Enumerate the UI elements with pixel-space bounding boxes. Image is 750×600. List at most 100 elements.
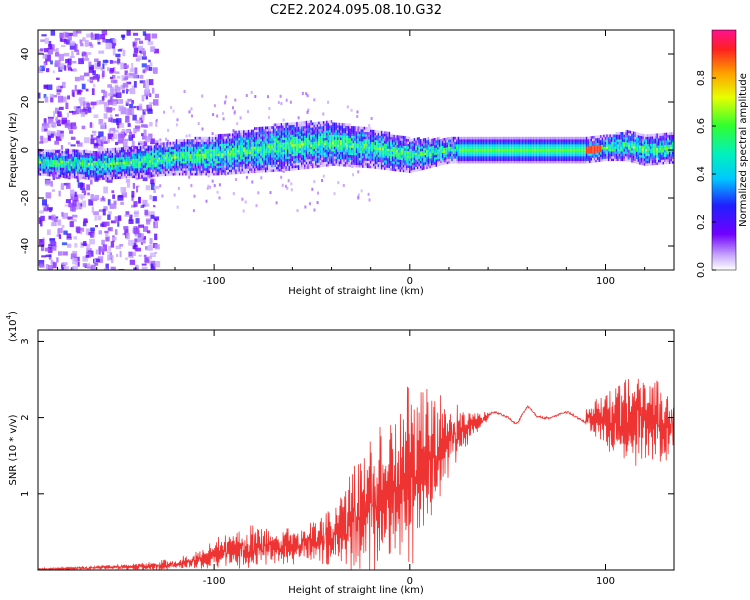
heatmap-cell [240, 142, 242, 146]
heatmap-cell [329, 120, 331, 123]
heatmap-cell [59, 157, 62, 161]
heatmap-cell [343, 130, 345, 133]
heatmap-cell [218, 172, 220, 176]
heatmap-cell [299, 123, 301, 127]
heatmap-cell [250, 136, 253, 140]
heatmap-cell [113, 159, 115, 163]
heatmap-cell [183, 160, 185, 164]
heatmap-cell [243, 144, 245, 148]
heatmap-cell [196, 170, 198, 174]
heatmap-cell [348, 161, 350, 165]
noise-cell [56, 77, 60, 80]
heatmap-cell [213, 160, 215, 164]
heatmap-cell [105, 153, 107, 156]
heatmap-cell [380, 152, 383, 156]
heatmap-cell [230, 147, 232, 151]
heatmap-cell [263, 157, 265, 161]
heatmap-cell [131, 161, 134, 164]
heatmap-cell [405, 145, 408, 149]
heatmap-cell [333, 127, 336, 130]
heatmap-cell [412, 157, 414, 161]
heatmap-cell [283, 137, 286, 140]
heatmap-cell [363, 160, 365, 164]
heatmap-cell [390, 141, 392, 145]
noise-cell [72, 257, 78, 265]
heatmap-cell [307, 130, 309, 133]
heatmap-cell [313, 131, 315, 135]
heatmap-cell [293, 153, 295, 157]
heatmap-cell [229, 162, 231, 165]
heatmap-cell [91, 155, 93, 159]
heatmap-cell [418, 141, 420, 145]
noise-cell [73, 194, 79, 202]
heatmap-cell [72, 175, 74, 179]
heatmap-cell [205, 158, 207, 162]
heatmap-cell [365, 134, 367, 137]
noise-cell [51, 149, 56, 153]
heatmap-cell [164, 163, 167, 167]
heatmap-cell [330, 163, 333, 166]
heatmap-cell [291, 144, 293, 147]
heatmap-cell [224, 172, 226, 175]
heatmap-cell [312, 132, 314, 135]
heatmap-cell [113, 152, 115, 156]
heatmap-cell [232, 150, 234, 153]
heatmap-cell [233, 130, 236, 134]
heatmap-cell [363, 146, 365, 149]
heatmap-cell [380, 159, 383, 163]
heatmap-cell [199, 136, 201, 140]
noise-cell [225, 95, 228, 99]
heatmap-cell [390, 148, 392, 152]
heatmap-cell [210, 144, 212, 147]
heatmap-cell [291, 139, 293, 142]
heatmap-cell [282, 132, 284, 136]
heatmap-cell [282, 139, 284, 143]
heatmap-cell [142, 170, 145, 173]
noise-cell [95, 225, 98, 228]
noise-cell [143, 83, 146, 88]
heatmap-cell [322, 135, 325, 139]
noise-cell [61, 117, 67, 125]
heatmap-cell [178, 153, 181, 157]
heatmap-cell [81, 171, 84, 175]
heatmap-cell [108, 164, 110, 168]
heatmap-cell [210, 139, 212, 142]
heatmap-cell [133, 160, 135, 164]
heatmap-cell [127, 146, 129, 150]
heatmap-cell [266, 138, 268, 142]
heatmap-cell [276, 152, 278, 155]
heatmap-cell [391, 168, 394, 171]
heatmap-cell [233, 142, 236, 146]
heatmap-cell [308, 122, 311, 126]
heatmap-cell [86, 167, 88, 170]
heatmap-cell [326, 120, 328, 124]
heatmap-cell [135, 170, 137, 174]
noise-cell [110, 266, 116, 270]
heatmap-cell [312, 136, 314, 140]
heatmap-cell [360, 157, 362, 161]
noise-cell [45, 264, 49, 270]
heatmap-cell [308, 163, 311, 167]
heatmap-cell [116, 150, 118, 153]
heatmap-cell [352, 126, 355, 129]
heatmap-cell [390, 136, 392, 140]
heatmap-cell [409, 163, 411, 166]
noise-cell [52, 221, 57, 227]
heatmap-cell [274, 166, 276, 170]
heatmap-cell [358, 140, 361, 144]
heatmap-cell [85, 174, 87, 177]
heatmap-cell [114, 164, 117, 168]
heatmap-cell [415, 142, 417, 146]
noise-cell [140, 48, 145, 55]
heatmap-cell [121, 156, 123, 160]
noise-cell [102, 63, 105, 70]
noise-cell [65, 59, 70, 64]
heatmap-cell [150, 169, 153, 173]
noise-cell [51, 245, 57, 251]
noise-cell [107, 84, 112, 88]
heatmap-cell [138, 160, 140, 164]
noise-cell [97, 138, 101, 145]
heatmap-cell [344, 125, 347, 129]
noise-cell [149, 62, 153, 67]
noise-cell [105, 39, 111, 43]
